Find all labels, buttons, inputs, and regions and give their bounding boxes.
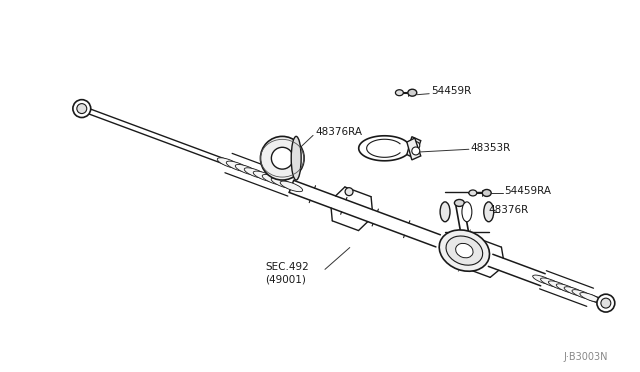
Text: 54459R: 54459R <box>431 86 472 96</box>
Ellipse shape <box>484 202 493 222</box>
Ellipse shape <box>580 292 600 302</box>
Ellipse shape <box>280 181 303 192</box>
Ellipse shape <box>469 190 477 196</box>
Text: SEC.492: SEC.492 <box>266 262 309 272</box>
Ellipse shape <box>454 199 465 206</box>
Text: 54459RA: 54459RA <box>504 186 552 196</box>
Ellipse shape <box>291 137 301 180</box>
Polygon shape <box>407 138 420 160</box>
Ellipse shape <box>218 158 240 168</box>
Ellipse shape <box>262 174 285 185</box>
Ellipse shape <box>532 275 553 285</box>
Circle shape <box>412 142 420 150</box>
Text: 48376RA: 48376RA <box>315 127 362 137</box>
Ellipse shape <box>541 278 561 288</box>
Circle shape <box>597 294 615 312</box>
Ellipse shape <box>271 147 293 169</box>
Ellipse shape <box>548 281 569 290</box>
Circle shape <box>412 147 420 155</box>
Ellipse shape <box>439 230 490 271</box>
Text: 48376R: 48376R <box>489 205 529 215</box>
Text: (49001): (49001) <box>266 274 307 284</box>
Ellipse shape <box>260 137 304 180</box>
Ellipse shape <box>253 171 276 182</box>
Ellipse shape <box>396 90 403 96</box>
Ellipse shape <box>462 202 472 222</box>
Ellipse shape <box>456 243 473 258</box>
Circle shape <box>77 104 87 113</box>
Ellipse shape <box>244 168 267 178</box>
Ellipse shape <box>446 236 483 265</box>
Ellipse shape <box>408 89 417 96</box>
Ellipse shape <box>440 202 450 222</box>
Text: 48353R: 48353R <box>471 143 511 153</box>
Ellipse shape <box>236 164 258 175</box>
Ellipse shape <box>271 178 294 188</box>
Ellipse shape <box>556 284 577 293</box>
Circle shape <box>73 100 91 118</box>
Circle shape <box>601 298 611 308</box>
Text: J·B3003N: J·B3003N <box>563 352 608 362</box>
Polygon shape <box>407 137 420 158</box>
Ellipse shape <box>227 161 249 171</box>
Ellipse shape <box>483 189 492 196</box>
Ellipse shape <box>564 287 585 296</box>
Circle shape <box>345 188 353 196</box>
Ellipse shape <box>572 290 593 299</box>
